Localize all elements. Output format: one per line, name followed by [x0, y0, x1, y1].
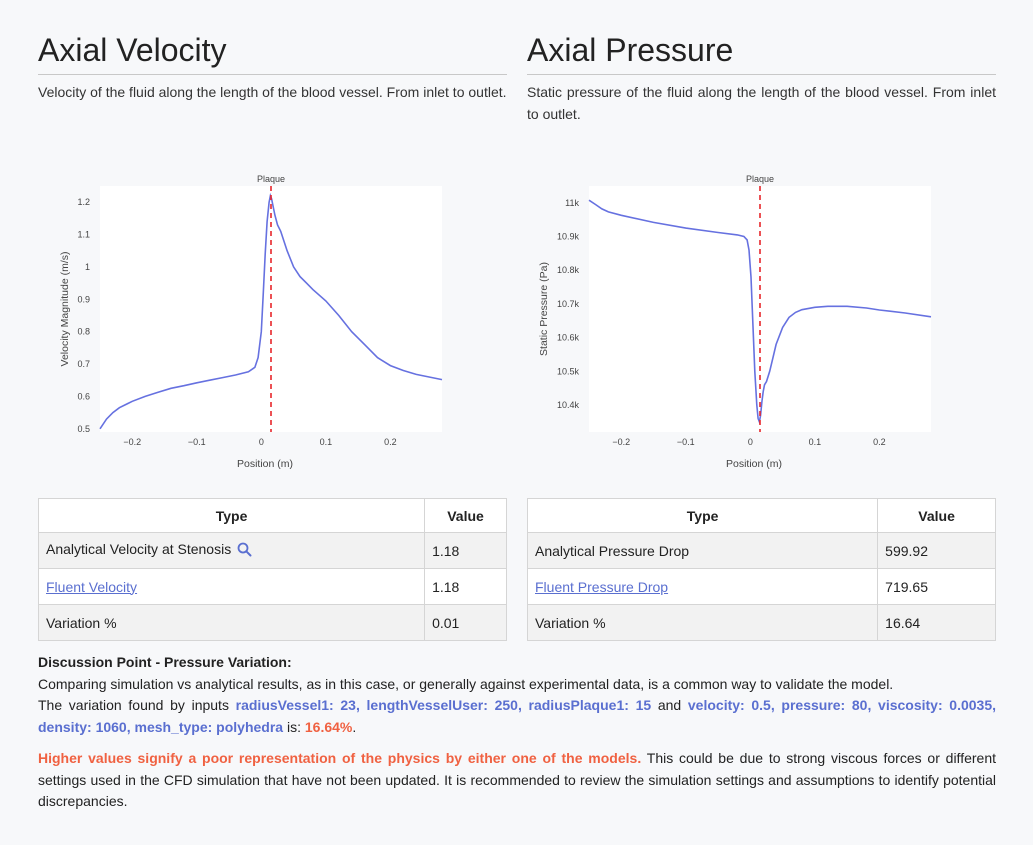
x-tick-label: −0.1 [677, 437, 695, 447]
is-text: is: [283, 718, 305, 735]
warning-bold: Higher values signify a poor representat… [38, 750, 642, 766]
plaque-label: Plaque [746, 174, 774, 184]
x-tick-label: 0.1 [809, 437, 822, 447]
y-tick-label: 0.8 [77, 327, 90, 337]
y-tick-label: 10.5k [557, 366, 580, 376]
row-value-cell: 0.01 [424, 604, 507, 641]
y-axis-label: Static Pressure (Pa) [538, 262, 550, 356]
y-tick-label: 0.6 [77, 391, 90, 401]
variation-value: 16.64% [304, 718, 353, 735]
row-type-cell: Variation % [526, 604, 879, 641]
row-type-cell: Analytical Velocity at Stenosis [37, 532, 426, 569]
plaque-label: Plaque [257, 174, 285, 184]
x-tick-label: 0.1 [320, 437, 333, 447]
table-row: Analytical Velocity at Stenosis 1.18 [37, 532, 507, 569]
physics-inputs: velocity: 0.5, pressure: 80, viscosity: … [38, 697, 997, 735]
warning-rest: This could be due to strong viscous forc… [38, 750, 996, 809]
y-tick-label: 1.2 [77, 197, 90, 207]
geometry-inputs: radiusVessel1: 23, lengthVesselUser: 250… [235, 697, 652, 713]
fluent-velocity-link[interactable]: Fluent Velocity [46, 578, 138, 595]
y-tick-label: 10.9k [557, 232, 580, 242]
pressure-section: Axial Pressure Static pressure of the fl… [527, 0, 996, 125]
row-value-cell: 1.18 [424, 532, 507, 569]
row-type-cell: Fluent Pressure Drop [526, 568, 879, 605]
x-tick-label: 0.2 [873, 437, 886, 447]
row-value-cell: 719.65 [877, 568, 996, 605]
discussion-warning: Higher values signify a poor representat… [38, 748, 996, 813]
row-value-cell: 1.18 [424, 568, 507, 605]
row-value-cell: 599.92 [877, 532, 996, 569]
row-type-cell: Analytical Pressure Drop [526, 532, 879, 569]
line2-prefix: The variation found by inputs [38, 697, 236, 713]
discussion-line2: The variation found by inputs radiusVess… [38, 695, 996, 738]
fluent-pressure-drop-link[interactable]: Fluent Pressure Drop [535, 578, 669, 595]
velocity-description: Velocity of the fluid along the length o… [38, 84, 507, 100]
column-header-type: Type [37, 498, 426, 533]
column-header-value: Value [877, 498, 996, 533]
row-type-cell: Variation % [37, 604, 426, 641]
x-tick-label: 0.2 [384, 437, 397, 447]
row-value-cell: 16.64 [877, 604, 996, 641]
analytical-velocity-label: Analytical Velocity at Stenosis [46, 541, 232, 557]
and-text: and [651, 697, 688, 713]
table-row: Fluent Pressure Drop 719.65 [526, 568, 996, 605]
x-tick-label: 0 [748, 437, 753, 447]
discussion-heading: Discussion Point - Pressure Variation: [38, 654, 292, 670]
y-tick-label: 0.5 [77, 424, 90, 434]
x-axis-label: Position (m) [726, 458, 782, 470]
x-tick-label: 0 [259, 437, 264, 447]
pressure-title: Axial Pressure [527, 30, 996, 75]
table-row: Analytical Pressure Drop 599.92 [526, 532, 996, 569]
table-row: Fluent Velocity 1.18 [37, 568, 507, 605]
discussion-line1: Comparing simulation vs analytical resul… [38, 675, 894, 692]
search-icon[interactable] [237, 542, 252, 560]
y-axis-label: Velocity Magnitude (m/s) [59, 252, 71, 367]
velocity-results-table: Type Value Analytical Velocity at Stenos… [37, 498, 507, 641]
table-row: Variation % 0.01 [37, 604, 507, 641]
y-tick-label: 10.6k [557, 333, 580, 343]
row-type-cell: Fluent Velocity [37, 568, 426, 605]
period-text: . [352, 718, 357, 735]
table-row: Variation % 16.64 [526, 604, 996, 641]
pressure-results-table: Type Value Analytical Pressure Drop 599.… [526, 498, 996, 641]
y-tick-label: 10.4k [557, 400, 580, 410]
plot-area [100, 186, 442, 432]
x-tick-label: −0.2 [123, 437, 141, 447]
y-tick-label: 0.9 [77, 294, 90, 304]
velocity-title: Axial Velocity [38, 30, 507, 75]
pressure-chart[interactable]: 10.4k 10.5k 10.6k 10.7k 10.8k 10.9k 11k −0.2 −0.… [527, 170, 996, 475]
x-axis-label: Position (m) [237, 458, 293, 470]
y-tick-label: 10.8k [557, 265, 580, 275]
y-tick-label: 1.1 [77, 230, 90, 240]
discussion-section: Discussion Point - Pressure Variation: C… [38, 652, 996, 813]
y-tick-label: 11k [565, 198, 579, 208]
x-tick-label: −0.1 [188, 437, 206, 447]
table-header-row: Type Value [37, 498, 507, 533]
y-tick-label: 1 [85, 262, 90, 272]
column-header-type: Type [526, 498, 879, 533]
y-tick-label: 0.7 [77, 359, 90, 369]
column-header-value: Value [424, 498, 507, 533]
table-header-row: Type Value [526, 498, 996, 533]
x-tick-label: −0.2 [612, 437, 630, 447]
velocity-section: Axial Velocity Velocity of the fluid alo… [38, 0, 507, 103]
y-tick-label: 10.7k [557, 299, 580, 309]
velocity-chart[interactable]: 0.5 0.6 0.7 0.8 0.9 1 1.1 1.2 −0.2 −0.1 0 0.1 0.2 Pos… [38, 170, 507, 475]
pressure-description: Static pressure of the fluid along the l… [527, 84, 996, 122]
